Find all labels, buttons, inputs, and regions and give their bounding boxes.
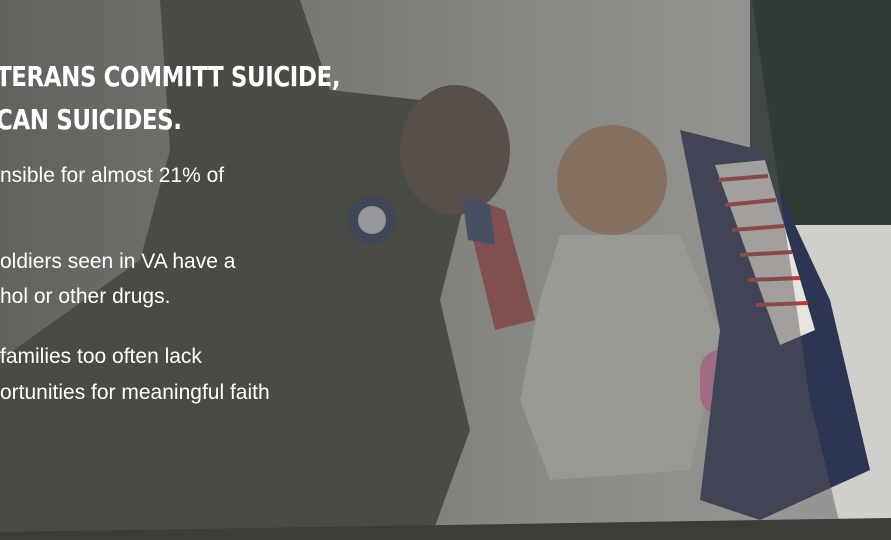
bullet-text: oldiers seen in VA have a xyxy=(0,250,235,274)
bullet-text: nsible for almost 21% of xyxy=(0,164,224,188)
bullet-text: families too often lack xyxy=(0,345,202,369)
bullet-text: hol or other drugs. xyxy=(0,285,170,309)
bullet-text: ortunities for meaningful faith xyxy=(0,381,270,405)
hero-section: TERANS COMMITT SUICIDE, CAN SUICIDES. ns… xyxy=(0,0,891,540)
headline-line: TERANS COMMITT SUICIDE, xyxy=(0,60,340,93)
headline-line: CAN SUICIDES. xyxy=(0,103,182,136)
